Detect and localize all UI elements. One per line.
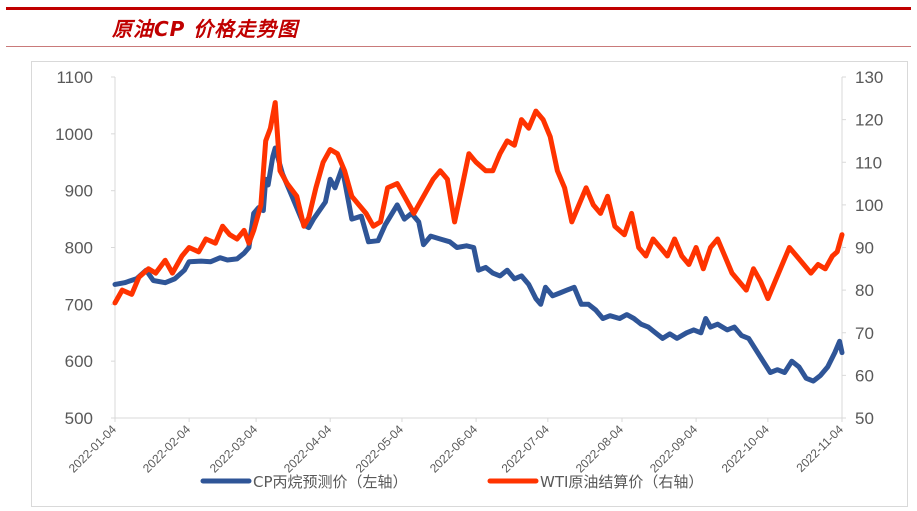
x-axis-tick-label: 2022-07-04 [499,422,553,476]
x-axis-tick-label: 2022-01-04 [66,422,120,476]
left-axis-tick-label: 700 [65,295,93,314]
left-axis-tick-label: 900 [65,182,93,201]
cp-propane-series-line [112,145,845,384]
wti-crude-series-line [112,100,845,306]
x-axis-tick-label: 2022-02-04 [140,422,194,476]
left-axis-tick-label: 1000 [55,125,93,144]
left-axis-tick-label: 500 [65,409,93,428]
legend-label-wti: WTI原油结算价（右轴） [540,473,703,491]
x-axis-tick-label: 2022-08-04 [573,422,627,476]
x-axis-tick-label: 2022-11-04 [793,422,846,475]
right-axis-tick-label: 130 [855,68,883,87]
left-axis-tick-label: 1100 [56,68,93,87]
x-axis-tick-label: 2022-09-04 [647,422,701,476]
right-axis-tick-label: 50 [855,409,874,428]
x-axis-tick-label: 2022-03-04 [207,422,261,476]
x-axis-tick-label: 2022-04-04 [281,422,335,476]
chart-series [112,100,845,384]
right-axis-tick-label: 110 [855,153,882,172]
chart-title: 原油CP 价格走势图 [112,17,299,41]
x-axis-tick-label: 2022-05-04 [353,422,407,476]
chart-legend: CP丙烷预测价（左轴） WTI原油结算价（右轴） [200,473,703,491]
chart-frame [31,61,908,507]
left-axis-tick-label: 800 [65,239,93,258]
right-axis-tick-label: 60 [855,366,874,385]
title-bottom-rule [6,46,911,47]
right-axis-tick-label: 100 [855,196,883,215]
title-top-rule [6,7,911,10]
x-axis-tick-label: 2022-10-04 [719,422,773,476]
right-axis-tick-label: 120 [855,111,883,130]
right-axis-tick-label: 80 [855,281,874,300]
x-axis-tick-label: 2022-06-04 [427,422,481,476]
right-axis-tick-label: 90 [855,239,874,258]
left-axis-tick-label: 600 [65,352,93,371]
legend-label-cp: CP丙烷预测价（左轴） [253,473,408,491]
right-axis-tick-label: 70 [855,324,874,343]
